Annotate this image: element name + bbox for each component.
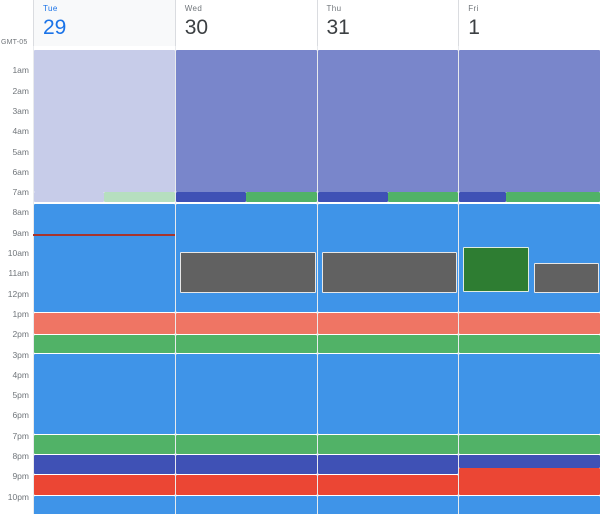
timezone-label: GMT-05 bbox=[1, 38, 30, 47]
day-header-date[interactable]: 31 bbox=[326, 16, 350, 39]
event-block[interactable] bbox=[317, 335, 459, 353]
hour-label: 4am bbox=[12, 126, 29, 137]
current-time-indicator bbox=[33, 233, 175, 236]
day-column-tue[interactable] bbox=[33, 46, 175, 514]
event-block[interactable] bbox=[34, 204, 175, 312]
hour-label: 2am bbox=[12, 85, 29, 96]
event-block[interactable] bbox=[533, 263, 599, 293]
hour-label: 11am bbox=[8, 268, 29, 279]
hour-label: 12pm bbox=[7, 288, 29, 299]
event-block[interactable] bbox=[34, 335, 175, 353]
day-header-fri[interactable]: Fri 1 bbox=[458, 0, 600, 46]
day-header-date[interactable]: 30 bbox=[184, 16, 209, 39]
event-block[interactable] bbox=[463, 246, 529, 292]
event-block[interactable] bbox=[34, 475, 175, 495]
event-block[interactable] bbox=[459, 50, 600, 193]
hour-label: 9am bbox=[12, 227, 29, 238]
event-block[interactable] bbox=[459, 312, 600, 335]
hour-label: 2pm bbox=[12, 329, 29, 340]
day-column-wed[interactable] bbox=[174, 46, 317, 514]
event-block[interactable] bbox=[175, 312, 317, 335]
day-header-weekday: Fri bbox=[468, 4, 479, 13]
event-block[interactable] bbox=[34, 353, 175, 434]
hour-label: 1pm bbox=[12, 308, 29, 319]
event-block[interactable] bbox=[317, 495, 459, 514]
day-header-weekday: Tue bbox=[43, 4, 58, 13]
event-block[interactable] bbox=[34, 50, 175, 193]
event-block[interactable] bbox=[175, 50, 317, 193]
day-header-date[interactable]: 29 bbox=[43, 16, 67, 39]
event-block[interactable] bbox=[246, 192, 317, 203]
hour-label: 3pm bbox=[12, 349, 29, 360]
event-block[interactable] bbox=[175, 434, 317, 455]
day-column-thu[interactable] bbox=[316, 46, 459, 514]
event-block[interactable] bbox=[34, 455, 175, 475]
event-block[interactable] bbox=[34, 192, 105, 203]
event-block[interactable] bbox=[317, 475, 459, 495]
day-header-tue[interactable]: Tue 29 bbox=[33, 0, 175, 46]
hour-label: 6pm bbox=[12, 410, 29, 421]
calendar-header: Tue 29 Wed 30 Thu 31 Fri 1 bbox=[0, 0, 600, 46]
event-block[interactable] bbox=[321, 252, 458, 293]
event-block[interactable] bbox=[34, 495, 175, 514]
event-block[interactable] bbox=[179, 252, 316, 293]
time-gutter: 1am 2am 3am 4am 5am 6am 7am 8am 9am 10am 11am 12pm 1… bbox=[0, 46, 33, 514]
event-block[interactable] bbox=[506, 192, 600, 203]
event-block[interactable] bbox=[459, 495, 600, 514]
day-header-weekday: Thu bbox=[326, 4, 342, 13]
event-block[interactable] bbox=[317, 455, 459, 475]
event-block[interactable] bbox=[459, 468, 600, 495]
hour-label: 5pm bbox=[12, 390, 29, 401]
event-block[interactable] bbox=[459, 434, 600, 455]
event-block[interactable] bbox=[387, 192, 459, 203]
event-block[interactable] bbox=[459, 192, 507, 203]
event-block[interactable] bbox=[175, 495, 317, 514]
event-block[interactable] bbox=[175, 455, 317, 475]
calendar-body[interactable]: 1am 2am 3am 4am 5am 6am 7am 8am 9am 10am 11am 12pm 1… bbox=[0, 46, 600, 514]
event-block[interactable] bbox=[175, 353, 317, 434]
event-block[interactable] bbox=[175, 475, 317, 495]
hour-label: 8am bbox=[12, 207, 29, 218]
hour-label: 3am bbox=[12, 105, 29, 116]
event-block[interactable] bbox=[459, 335, 600, 353]
event-block[interactable] bbox=[175, 192, 247, 203]
event-block[interactable] bbox=[34, 312, 175, 335]
event-block[interactable] bbox=[317, 434, 459, 455]
hour-label: 5am bbox=[12, 146, 29, 157]
event-block[interactable] bbox=[317, 50, 459, 193]
hour-label: 6am bbox=[12, 166, 29, 177]
day-header-date[interactable]: 1 bbox=[468, 16, 480, 39]
hour-label: 10am bbox=[7, 248, 29, 259]
hour-label: 7pm bbox=[12, 430, 29, 441]
day-header-wed[interactable]: Wed 30 bbox=[174, 0, 317, 46]
event-block[interactable] bbox=[104, 192, 175, 203]
hour-label: 1am bbox=[12, 65, 29, 76]
day-header-thu[interactable]: Thu 31 bbox=[316, 0, 459, 46]
event-block[interactable] bbox=[459, 353, 600, 434]
event-block[interactable] bbox=[317, 353, 459, 434]
hour-label: 9pm bbox=[12, 471, 29, 482]
hour-label: 11pm bbox=[8, 512, 29, 514]
hour-label: 10pm bbox=[7, 491, 29, 502]
event-block[interactable] bbox=[175, 335, 317, 353]
hour-label: 4pm bbox=[12, 369, 29, 380]
hour-label: 7am bbox=[12, 187, 29, 198]
event-block[interactable] bbox=[459, 455, 600, 469]
event-block[interactable] bbox=[317, 312, 459, 335]
event-block[interactable] bbox=[317, 192, 388, 203]
event-block[interactable] bbox=[34, 434, 175, 455]
day-header-weekday: Wed bbox=[184, 4, 203, 13]
hour-label: 8pm bbox=[12, 451, 29, 462]
day-column-fri[interactable] bbox=[458, 46, 600, 514]
